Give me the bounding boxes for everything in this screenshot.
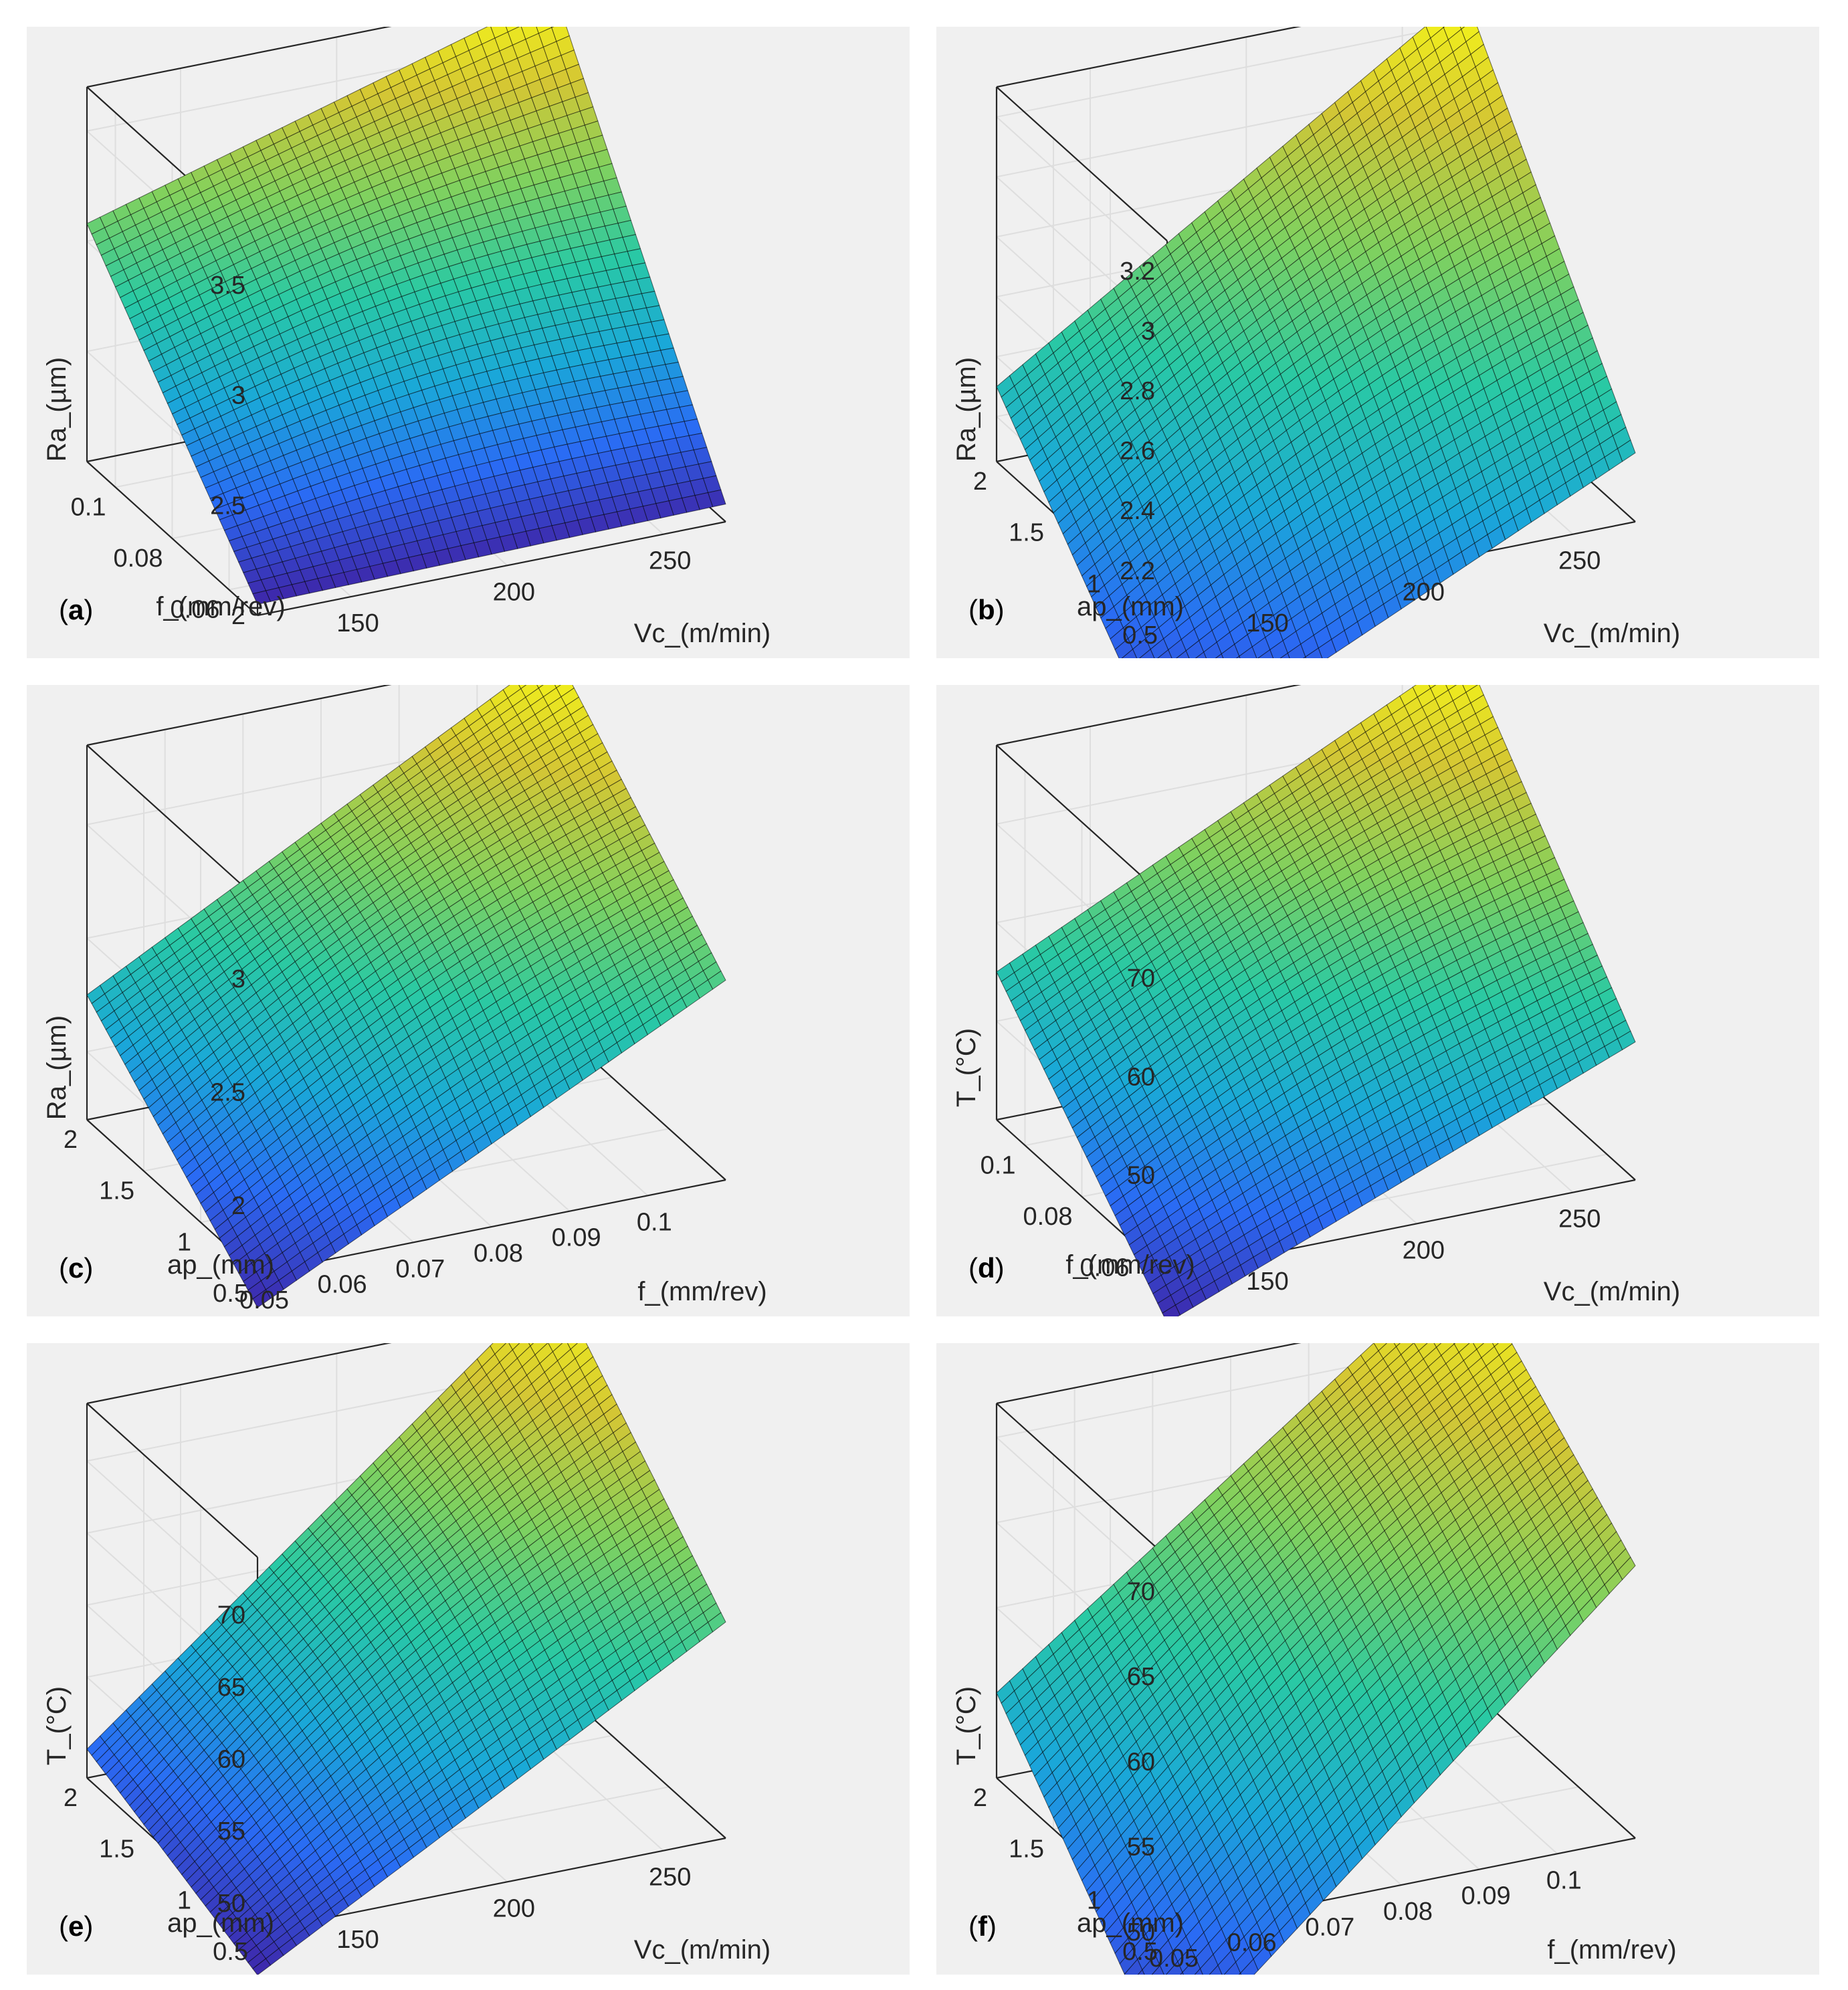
- panel-label-a: (a): [59, 594, 94, 625]
- x-axis-label: f_(mm/rev): [637, 1277, 766, 1306]
- z-tick-label: 3.2: [1120, 258, 1155, 286]
- axis-box-edge: [86, 461, 258, 616]
- x-tick-label: 200: [493, 578, 535, 606]
- axis-box-edge: [996, 744, 1168, 900]
- x-tick-label: 0.1: [637, 1208, 672, 1236]
- y-tick-label: 1: [1087, 570, 1101, 598]
- y-tick-label: 0.06: [171, 596, 220, 624]
- surface-patch: [1305, 648, 1323, 658]
- x-tick-label: 0.09: [552, 1224, 601, 1252]
- surface-patch: [1235, 656, 1241, 658]
- z-tick-label: 2: [231, 602, 245, 630]
- panel-c: 2 2.5 3 0.05 0.06 0.07 0.08 0.09 0.1 0.5 1 1.5 2 Ra_(…: [27, 685, 910, 1316]
- surface-patch: [1121, 648, 1138, 658]
- x-tick-label: 150: [336, 609, 379, 637]
- axis-box-edge: [257, 1179, 726, 1275]
- z-tick-label: 2.8: [1120, 377, 1155, 405]
- y-tick-label: 2: [64, 1126, 78, 1154]
- z-tick-label: 3: [231, 382, 245, 410]
- y-tick-label: 0.1: [71, 493, 106, 521]
- chart-b: 2.2 2.4 2.6 2.8 3 3.2 150 200 250 0.5 1 1.5 2 Ra_(µm)…: [952, 27, 1680, 658]
- z-tick-label: 3: [231, 965, 245, 993]
- x-tick-label: 200: [1403, 578, 1445, 606]
- y-tick-label: 0.5: [213, 1280, 248, 1308]
- axis-box-edge: [996, 27, 1302, 88]
- z-tick-label: 2.6: [1120, 437, 1155, 466]
- z-grid-line: [996, 27, 1451, 118]
- y-tick-label: 1: [177, 1228, 191, 1256]
- surface-patch: [1257, 649, 1274, 658]
- z-tick-label: 2.5: [210, 492, 245, 520]
- surface-mesh: [86, 27, 726, 605]
- axis-box-edge: [86, 744, 258, 900]
- chart-a: 2 2.5 3 3.5 150 200 250 0.06 0.08 0.1 Ra_(µm) Vc_(m…: [42, 27, 771, 648]
- x-tick-label: 250: [1558, 547, 1601, 575]
- z-axis-label: Ra_(µm): [42, 1015, 72, 1120]
- panel-label-c: (c): [59, 1252, 94, 1284]
- panel-letter-a: a: [68, 594, 84, 625]
- axis-box-edge: [996, 685, 1302, 747]
- z-tick-label: 2.2: [1120, 557, 1155, 585]
- x-axis-label: Vc_(m/min): [1544, 619, 1680, 648]
- surface-mesh: [86, 685, 726, 1308]
- chart-d: 5060701502002500.060.080.1T_(°C)Vc_(m/mi…: [952, 685, 1680, 1316]
- x-tick-label: 0.06: [318, 1271, 367, 1299]
- surface-patch: [1215, 653, 1224, 658]
- surface-patch: [1195, 652, 1207, 658]
- surface-patch: [1139, 648, 1155, 658]
- surface-patch: [1176, 650, 1190, 658]
- z-tick-label: 3: [1141, 317, 1155, 345]
- z-tick-label: 3.5: [210, 272, 245, 300]
- z-tick-label: 2.5: [210, 1078, 245, 1106]
- axis-box-edge: [257, 520, 726, 617]
- z-axis-label: Ra_(µm): [42, 357, 72, 462]
- x-tick-label: 150: [1246, 609, 1288, 637]
- panel-label-b: (b): [968, 594, 1005, 625]
- y-tick-label: 1.5: [99, 1177, 134, 1205]
- x-tick-label: 250: [649, 547, 691, 575]
- x-tick-label: 0.08: [474, 1239, 523, 1268]
- surface-patch: [252, 590, 272, 605]
- panel-letter-c: c: [68, 1252, 84, 1284]
- x-tick-label: 0.07: [395, 1255, 445, 1283]
- y-axis-label: f_(mm/rev): [156, 592, 285, 621]
- y-tick-label: 0.5: [1122, 621, 1158, 650]
- surface-patch: [1239, 646, 1257, 658]
- surface-patch: [1157, 649, 1172, 658]
- surface-patch: [1279, 652, 1290, 658]
- panel-d: 50 60 70 150 200 250 0.06 0.08 0.1 T_(°C) Vc_(m/mi…: [936, 685, 1819, 1316]
- axis-box-edge: [86, 27, 392, 88]
- z-grid-line: [996, 116, 1168, 272]
- surface-mesh: [996, 685, 1636, 1316]
- y-axis-label: ap_(mm): [167, 1250, 274, 1280]
- z-axis-label: Ra_(µm): [952, 357, 981, 462]
- surface-mesh: [996, 27, 1636, 658]
- axis-box-edge: [86, 685, 392, 747]
- panel-a: 2 2.5 3 3.5 150 200 250 0.06 0.08 0.1 Ra_(µm) Vc_(m…: [27, 27, 910, 658]
- surface-patch: [252, 1289, 272, 1308]
- x-tick-label: 0.05: [239, 1286, 289, 1314]
- y-tick-label: 1.5: [1009, 519, 1044, 547]
- surface-patch: [1303, 656, 1307, 658]
- y-tick-label: 2: [973, 468, 987, 496]
- y-axis-label: ap_(mm): [1077, 592, 1184, 621]
- y-tick-label: 0.08: [114, 544, 163, 573]
- axis-box-edge: [996, 86, 1168, 241]
- z-tick-label: 2.4: [1120, 497, 1155, 525]
- panel-b: 2.2 2.4 2.6 2.8 3 3.2 150 200 250 0.5 1 1.5 2 Ra_(µm)…: [936, 27, 1819, 658]
- panel-letter-b: b: [978, 594, 995, 625]
- x-axis-label: Vc_(m/min): [634, 619, 771, 648]
- chart-c: 2 2.5 3 0.05 0.06 0.07 0.08 0.09 0.1 0.5 1 1.5 2 Ra_(…: [42, 685, 767, 1314]
- z-tick-label: 2: [231, 1192, 245, 1220]
